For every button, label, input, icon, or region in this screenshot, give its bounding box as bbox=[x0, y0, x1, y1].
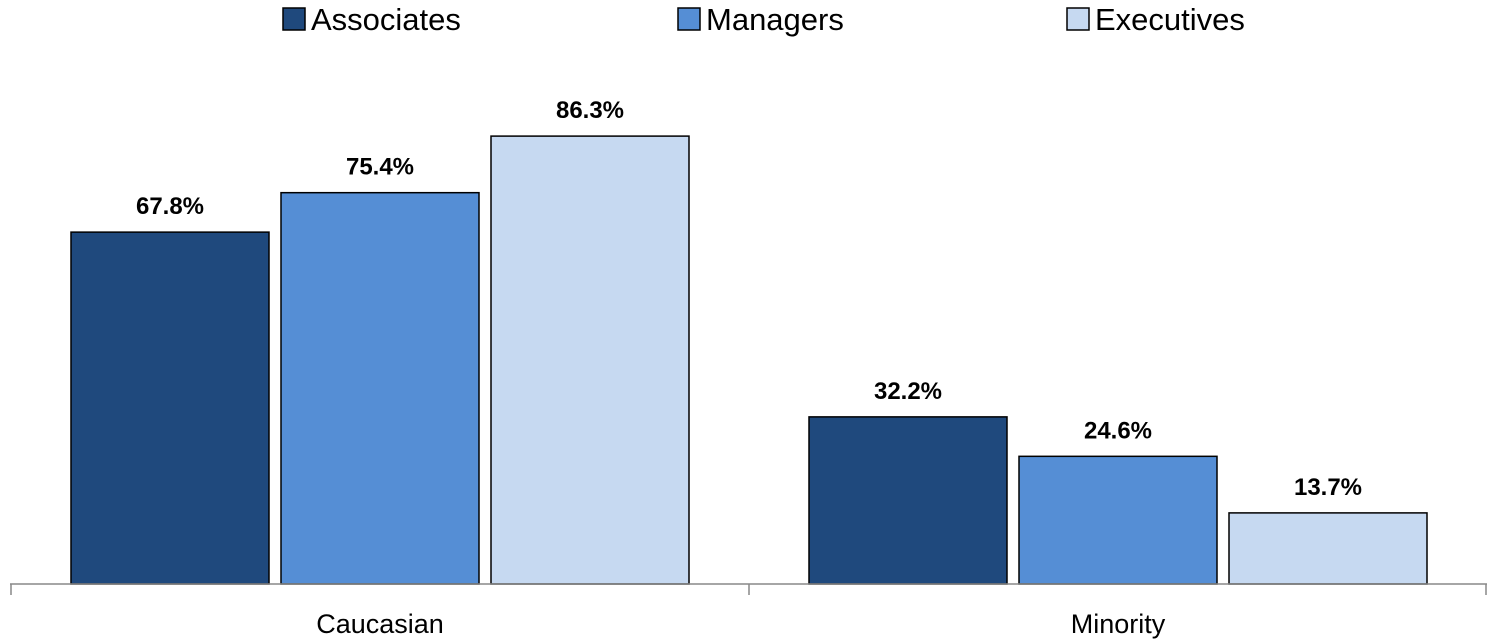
x-axis-tick-labels: Caucasian Minority bbox=[316, 609, 1166, 639]
value-label-associates-caucasian: 67.8% bbox=[136, 193, 204, 220]
legend-label-associates: Associates bbox=[311, 2, 461, 37]
category-label-caucasian: Caucasian bbox=[316, 609, 444, 639]
legend-swatch-executives bbox=[1066, 7, 1090, 31]
x-axis bbox=[10, 583, 1487, 595]
bar-executives-caucasian bbox=[490, 135, 690, 585]
bar-associates-caucasian bbox=[70, 231, 270, 585]
bar-associates-minority bbox=[808, 416, 1008, 585]
value-label-managers-caucasian: 75.4% bbox=[346, 154, 414, 181]
bar-managers-caucasian bbox=[280, 191, 480, 585]
value-label-associates-minority: 32.2% bbox=[874, 378, 942, 405]
chart-value-labels: 67.8% 75.4% 86.3% 32.2% 24.6% 13.7% bbox=[136, 97, 1362, 501]
value-label-managers-minority: 24.6% bbox=[1084, 417, 1152, 444]
bar-executives-minority bbox=[1228, 512, 1428, 585]
value-label-executives-caucasian: 86.3% bbox=[556, 97, 624, 124]
legend-swatch-associates bbox=[282, 7, 306, 31]
value-label-executives-minority: 13.7% bbox=[1294, 474, 1362, 501]
category-label-minority: Minority bbox=[1071, 609, 1166, 639]
chart-bars bbox=[70, 135, 1428, 585]
legend-label-executives: Executives bbox=[1095, 2, 1245, 37]
chart-legend: Associates Managers Executives bbox=[282, 2, 1245, 37]
legend-label-managers: Managers bbox=[706, 2, 844, 37]
legend-swatch-managers bbox=[677, 7, 701, 31]
bar-managers-minority bbox=[1018, 455, 1218, 585]
